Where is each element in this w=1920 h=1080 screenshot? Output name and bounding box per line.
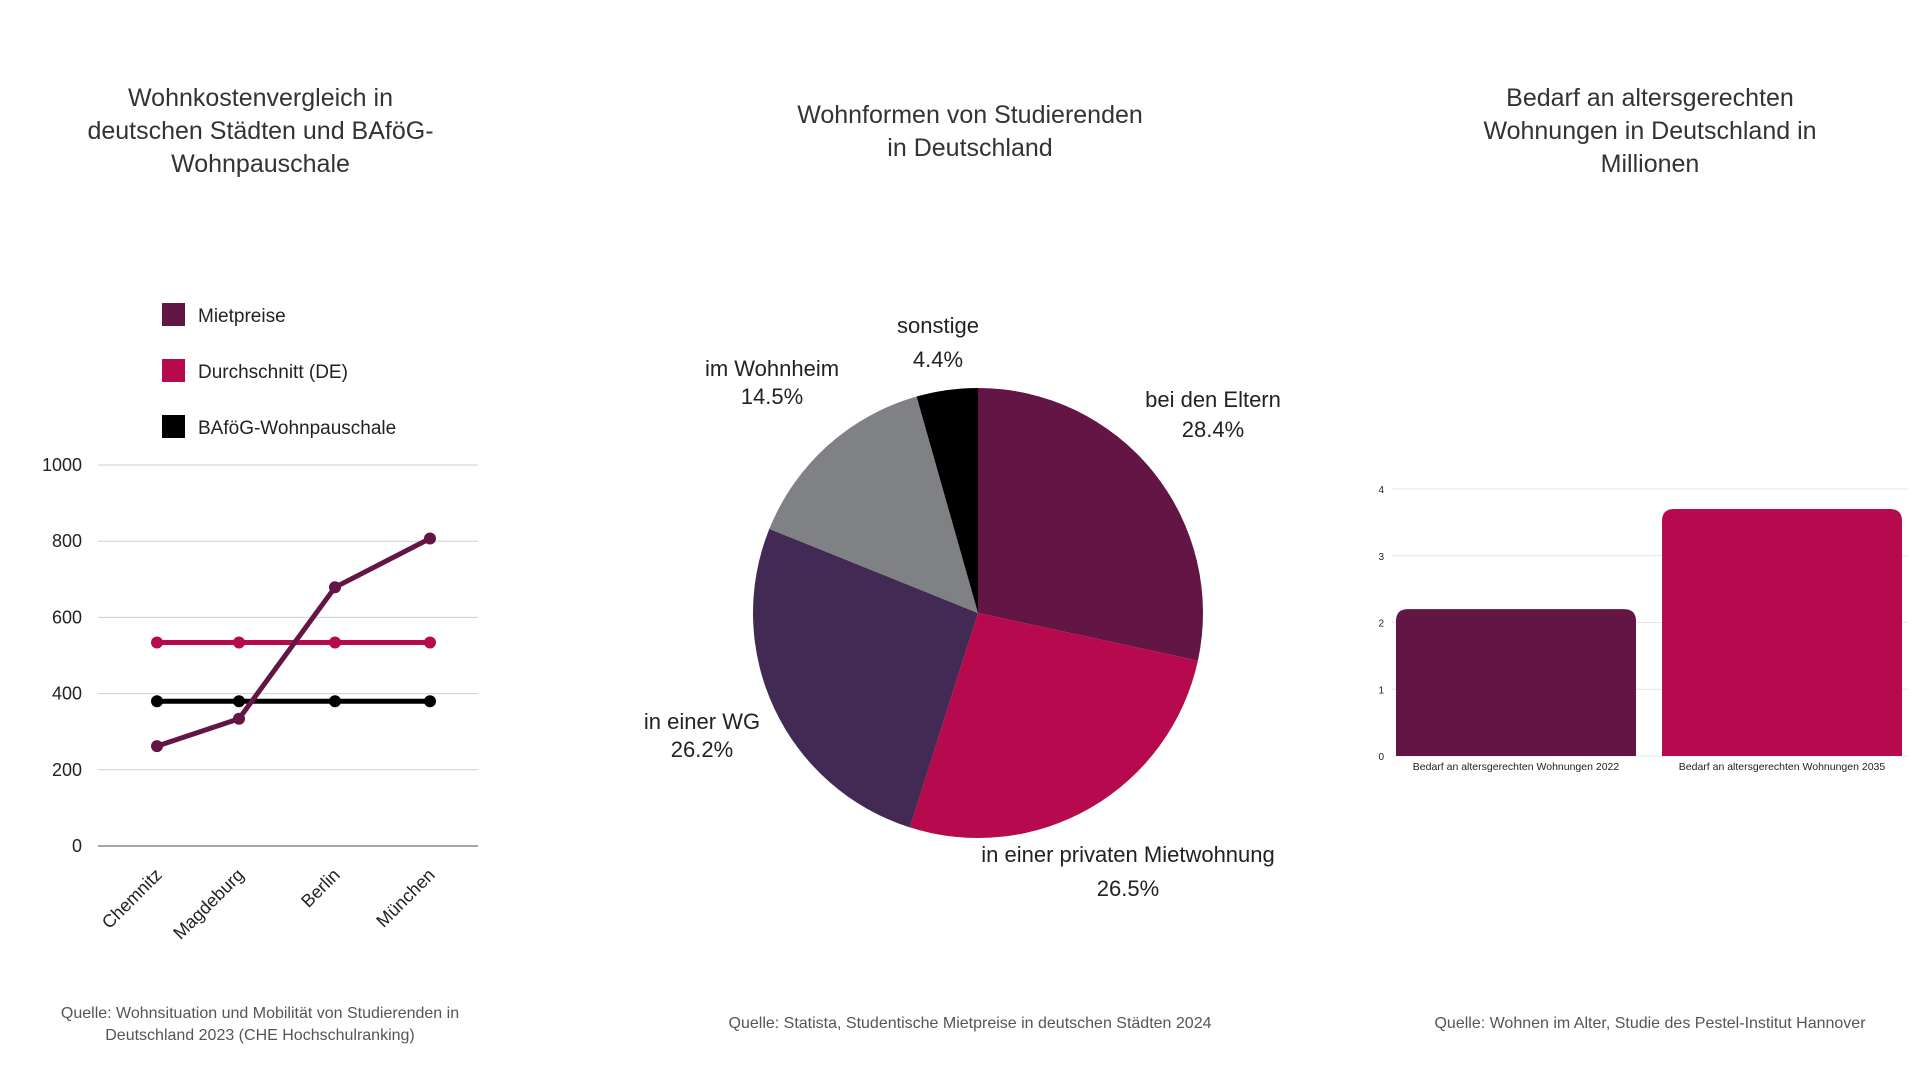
data-point [329,695,341,708]
slice-label: in einer privaten Mietwohnung [981,842,1275,867]
data-point [151,636,163,649]
slice-label: in einer WG [644,709,760,734]
pie-slice [909,613,1198,838]
slice-percent: 14.5% [741,384,803,409]
y-tick-label: 2 [1378,619,1384,630]
legend-label: Mietpreise [198,306,286,327]
rent-chart-source: Quelle: Wohnsituation und Mobilität von … [60,1005,460,1044]
slice-percent: 28.4% [1182,417,1244,442]
legend-swatch [162,415,185,438]
slice-label: im Wohnheim [705,356,839,381]
x-tick-label: München [372,865,439,932]
pie-slice [769,396,978,613]
y-tick-label: 600 [52,607,82,627]
bar [1662,509,1902,756]
data-point [233,695,245,708]
y-tick-label: 0 [1378,752,1384,763]
bar [1396,609,1636,756]
data-point [233,712,245,725]
legend-swatch [162,359,185,382]
y-tick-label: 200 [52,760,82,780]
x-tick-label: Bedarf an altersgerechten Wohnungen 2035 [1679,761,1886,773]
housing-chart-title: Wohnformen von Studierenden in Deutschla… [797,101,1143,162]
data-point [424,636,436,649]
legend-swatch [162,303,185,326]
data-point [151,695,163,708]
x-tick-label: Chemnitz [98,865,166,933]
elderly-bar-chart: 0 1 2 3 4 Bedarf an altersgerechten Wohnungen… [1378,485,1908,773]
x-tick-label: Berlin [297,865,344,912]
pie-slice [753,528,978,828]
pie-slice [916,388,978,613]
housing-pie-chart: bei den Eltern 28.4% in einer privaten Mie… [644,313,1281,901]
series-line-0 [154,536,433,749]
elderly-housing-panel: Bedarf an altersgerechten Wohnungen in D… [1360,0,1920,1080]
x-tick-label: Magdeburg [169,865,248,944]
data-point [329,581,341,594]
legend-label: BAföG-Wohnpauschale [198,418,396,439]
data-point [424,695,436,708]
y-tick-label: 0 [72,836,82,856]
rent-comparison-panel: Wohnkostenvergleich in deutschen Städten… [0,0,520,1080]
slice-label: bei den Eltern [1145,387,1281,412]
slice-percent: 26.2% [671,737,733,762]
data-point [424,532,436,545]
y-tick-label: 1 [1378,685,1384,696]
y-tick-label: 1000 [42,455,82,475]
housing-chart-source: Quelle: Statista, Studentische Mietpreis… [728,1015,1212,1032]
y-tick-label: 800 [52,531,82,551]
y-tick-label: 4 [1378,485,1384,496]
y-tick-label: 400 [52,684,82,704]
rent-line-chart: 0 200 400 600 800 1000 Chemnitz Magdeburg Berlin… [42,303,478,944]
data-point [329,636,341,649]
elderly-chart-source: Quelle: Wohnen im Alter, Studie des Pest… [1434,1015,1866,1032]
housing-forms-panel: Wohnformen von Studierenden in Deutschla… [640,0,1300,1080]
data-point [233,636,245,649]
slice-percent: 4.4% [913,347,963,372]
x-tick-label: Bedarf an altersgerechten Wohnungen 2022 [1413,761,1620,773]
slice-label: sonstige [897,313,979,338]
y-tick-label: 3 [1378,552,1384,563]
legend-label: Durchschnitt (DE) [198,362,348,383]
pie-slice [978,388,1203,661]
rent-chart-title: Wohnkostenvergleich in deutschen Städten… [87,84,434,178]
data-point [151,740,163,753]
slice-percent: 26.5% [1097,876,1159,901]
elderly-chart-title: Bedarf an altersgerechten Wohnungen in D… [1483,84,1817,178]
